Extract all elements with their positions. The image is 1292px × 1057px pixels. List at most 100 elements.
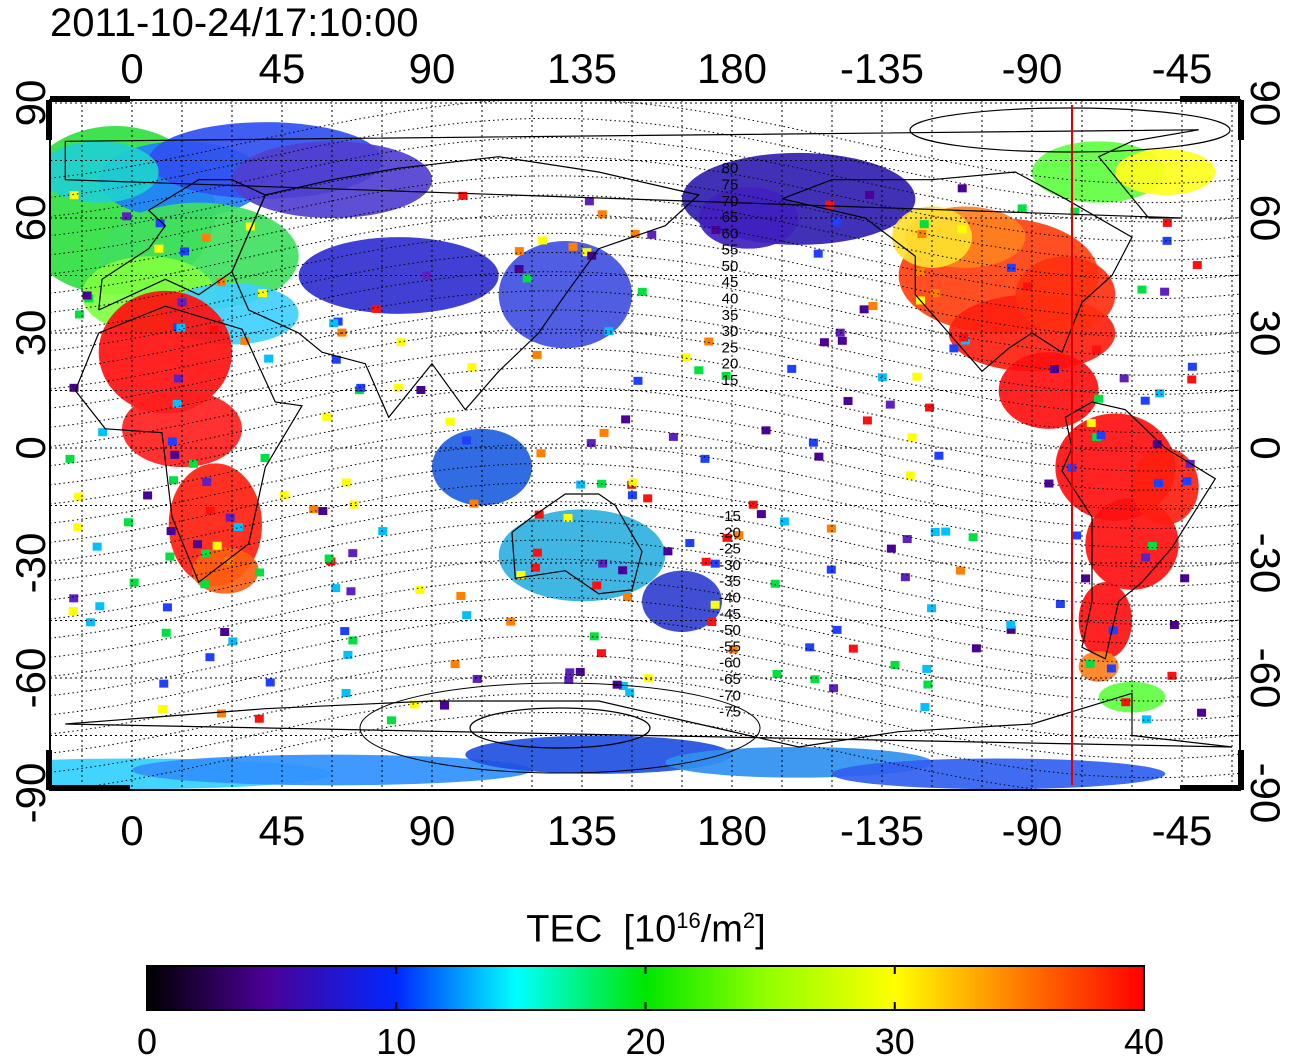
tec-sample xyxy=(663,547,673,556)
tec-sample xyxy=(1182,477,1192,486)
tec-sample xyxy=(770,579,780,588)
tec-sample xyxy=(1096,431,1106,440)
tec-sample xyxy=(623,592,633,601)
tec-sample xyxy=(1187,375,1197,384)
tec-sample xyxy=(1180,574,1190,583)
tec-sample xyxy=(912,372,922,381)
tec-sample xyxy=(711,226,721,235)
tec-sample xyxy=(472,674,482,683)
tec-sample xyxy=(98,428,108,437)
left-lat-label: 0 xyxy=(7,436,54,459)
tec-sample xyxy=(930,289,940,298)
tec-sample xyxy=(95,602,105,611)
tec-sample xyxy=(930,527,940,536)
tec-sample xyxy=(522,274,532,283)
contour-label: -45 xyxy=(719,606,741,623)
contour-label: -30 xyxy=(719,557,741,574)
left-lat-label: 30 xyxy=(7,310,54,357)
tec-sample xyxy=(694,366,704,375)
left-lat-label: 60 xyxy=(7,195,54,242)
tec-sample xyxy=(582,248,592,257)
tec-sample xyxy=(240,336,250,345)
tec-sample xyxy=(576,480,586,489)
tec-sample xyxy=(587,251,597,260)
tec-sample xyxy=(949,344,959,353)
tec-sample xyxy=(1121,698,1131,707)
tec-sample xyxy=(1092,345,1102,354)
tec-sample xyxy=(506,617,516,626)
tec-sample xyxy=(1094,394,1104,403)
contour-label: 55 xyxy=(722,242,739,259)
left-lat-label: -60 xyxy=(7,648,54,709)
contour-label: 15 xyxy=(722,372,739,389)
coastline xyxy=(231,156,700,419)
tec-sample xyxy=(599,428,609,437)
tec-sample xyxy=(1160,287,1170,296)
colorbar-title: TEC [1016/m2] xyxy=(526,908,766,951)
tec-sample xyxy=(220,628,230,637)
tec-sample xyxy=(628,478,638,487)
contour-label: 30 xyxy=(722,323,739,340)
contour-label: 35 xyxy=(722,307,739,324)
tec-sample xyxy=(1153,479,1163,488)
tec-sample xyxy=(1155,389,1165,398)
tec-sample xyxy=(586,439,596,448)
tec-sample xyxy=(155,219,165,228)
tec-region xyxy=(832,758,1166,790)
tec-sample xyxy=(832,217,842,226)
tec-sample xyxy=(166,527,176,536)
tec-sample xyxy=(1049,365,1059,374)
top-lon-label: 90 xyxy=(409,45,456,92)
tec-sample xyxy=(722,533,732,542)
tec-sample xyxy=(923,680,933,689)
colorbar-tick-label: 0 xyxy=(137,1021,157,1057)
top-lon-label: 45 xyxy=(259,45,306,92)
tec-sample xyxy=(568,242,578,251)
tec-sample xyxy=(167,437,177,446)
tec-sample xyxy=(341,688,351,697)
tec-sample xyxy=(728,645,738,654)
tec-sample xyxy=(643,494,653,503)
tec-sample xyxy=(959,333,969,342)
contour-label: 40 xyxy=(722,291,739,308)
top-lon-label: 0 xyxy=(120,45,143,92)
tec-sample xyxy=(371,304,381,313)
tec-sample xyxy=(415,586,425,595)
tec-sample xyxy=(633,376,643,385)
coastline xyxy=(98,179,267,311)
tec-sample xyxy=(700,454,710,463)
contour-label: -55 xyxy=(719,638,741,655)
tec-sample xyxy=(74,310,84,319)
tec-sample xyxy=(258,289,268,298)
tec-sample xyxy=(772,669,782,678)
colorbar-ticks: 0 10 20 30 40 xyxy=(137,966,1164,1057)
tec-sample xyxy=(165,552,175,561)
tec-sample xyxy=(1055,600,1065,609)
tec-sample xyxy=(340,627,350,636)
tec-sample xyxy=(530,563,540,572)
tec-sample xyxy=(123,518,133,527)
tec-sample xyxy=(82,291,92,300)
top-lon-label: 180 xyxy=(697,45,767,92)
tec-sample xyxy=(534,510,544,519)
tec-sample xyxy=(1103,653,1113,662)
tec-sample xyxy=(668,432,678,441)
magnetic-latitude-contours xyxy=(50,100,1240,790)
tec-sample xyxy=(193,540,203,549)
bottom-lon-label: -45 xyxy=(1152,807,1213,854)
tec-sample xyxy=(1137,285,1147,294)
tec-sample xyxy=(348,636,358,645)
map-frame xyxy=(49,99,1241,791)
figure-title: 2011-10-24/17:10:00 xyxy=(50,1,419,45)
tec-sample xyxy=(596,649,606,658)
tec-sample xyxy=(955,566,965,575)
tec-sample xyxy=(919,220,929,229)
tec-sample xyxy=(514,265,524,274)
tec-sample xyxy=(200,580,210,589)
contour-label: 50 xyxy=(722,258,739,275)
colorbar-tick-label: 10 xyxy=(376,1021,416,1057)
top-lon-label: -45 xyxy=(1152,45,1213,92)
tec-sample xyxy=(563,513,573,522)
tec-region xyxy=(892,206,972,268)
tec-sample xyxy=(710,559,720,568)
